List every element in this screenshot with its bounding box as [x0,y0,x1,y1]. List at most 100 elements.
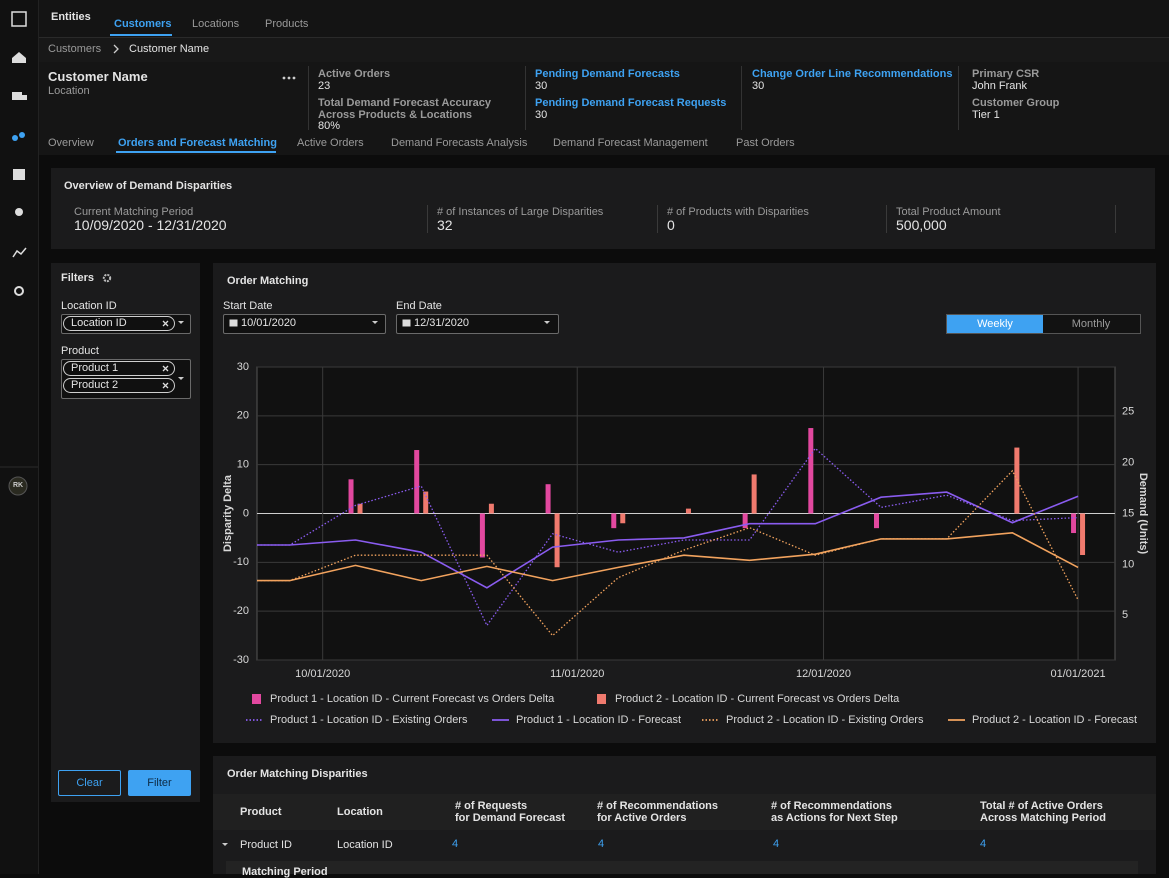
divider [741,66,742,130]
icon[interactable] [15,208,23,216]
page-tab[interactable]: Demand Forecasts Analysis [391,137,528,149]
bar [620,513,626,524]
header [39,62,1169,155]
page-tab[interactable]: Active Orders [297,137,364,149]
legend-label: Product 1 - Location ID - Forecast [516,714,681,726]
filters-panel [51,263,200,802]
divider [427,205,428,233]
toggle-option[interactable]: Weekly [947,315,1043,333]
avatar[interactable]: RK [12,482,24,489]
chip[interactable]: Location ID [63,316,175,331]
page-tab[interactable]: Past Orders [736,137,795,149]
y2-axis-label: Demand (Units) [1137,473,1149,555]
overview-label: Total Product Amount [896,206,1001,218]
customer-name: Customer Name [48,69,148,84]
filter-button[interactable]: Filter [128,770,191,796]
toggle-option[interactable]: Monthly [1071,318,1111,330]
order-matching-panel: 30 20 10 0 -10 -20 -30 25 20 15 10 5 10/01/2020 11/01… [213,263,1156,743]
stat-value: 30 [535,80,548,92]
column-header: # of Recommendations [771,800,893,812]
stat-value: Tier 1 [972,109,1000,121]
bar [685,508,691,514]
chevron [113,44,119,54]
y-tick-label: 20 [237,410,249,422]
caret [544,321,550,324]
icon[interactable] [12,247,27,258]
column-header: as Actions for Next Step [771,812,898,824]
nav-tab[interactable]: Locations [192,18,240,30]
line [257,531,1079,582]
stat-value: 30 [535,109,548,121]
cell-link[interactable]: 4 [452,838,459,850]
legend-label: Product 1 - Location ID - Current Foreca… [270,693,555,705]
column-header: Location [337,806,383,818]
field-label: Location ID [61,300,117,312]
more-icon[interactable] [282,75,296,81]
icon[interactable] [19,132,25,138]
overview-value: 0 [667,217,675,233]
icon[interactable] [12,92,22,100]
gear-icon[interactable] [102,273,112,283]
chip[interactable]: Product 2 [63,378,175,393]
icon[interactable] [11,11,27,27]
bar [1014,447,1020,514]
icon[interactable] [22,95,27,100]
clear-button[interactable]: Clear [58,770,121,796]
y-axis-label: Disparity Delta [222,474,234,552]
cell-link[interactable]: 4 [980,838,987,850]
stat-label: Total Demand Forecast Accuracy [318,97,492,109]
location-select[interactable] [61,314,191,334]
chip[interactable]: Product 1 [63,361,175,376]
legend-label: Product 2 - Location ID - Forecast [972,714,1137,726]
icon[interactable] [14,286,24,296]
stat-label: Customer Group [972,97,1060,109]
legend-label: Product 1 - Location ID - Existing Order… [270,714,468,726]
start-date-input[interactable] [223,314,386,334]
cell-link[interactable]: 4 [598,838,605,850]
stat-link[interactable]: Pending Demand Forecast Requests [535,97,727,109]
column-header: Total # of Active Orders [980,800,1103,812]
bar [874,513,879,529]
stat-link[interactable]: Change Order Line Recommendations [752,68,953,80]
cell: Location ID [337,839,393,851]
breadcrumb-bar [39,38,1169,62]
column-header: # of Requests [455,800,528,812]
breadcrumb[interactable]: Customers [48,43,102,55]
y2-tick-label: 20 [1122,457,1134,469]
page-tab[interactable]: Demand Forecast Management [553,137,708,149]
column-header: for Active Orders [597,812,687,824]
page-tab[interactable]: Orders and Forecast Matching [118,137,277,149]
icon[interactable] [13,169,25,180]
cell-link[interactable]: 4 [773,838,780,850]
end-date-input[interactable] [396,314,559,334]
caret [372,321,378,324]
icon[interactable] [12,135,18,141]
stat-link[interactable]: Pending Demand Forecasts [535,68,680,80]
bar [751,474,757,514]
customer-location: Location [48,85,90,97]
chip-label: Product 2 [71,379,119,391]
overview-value: 32 [437,217,453,233]
bar [1071,513,1077,534]
nav-tab[interactable]: Customers [114,18,172,30]
icon[interactable] [12,52,26,63]
expand-caret[interactable] [222,843,228,847]
stat-value: 30 [752,80,765,92]
top-nav [39,0,1169,38]
panel-title: Order Matching Disparities [227,768,368,780]
y-tick-label: 30 [237,361,249,373]
legend-swatch [597,694,606,704]
sidebar-icons [0,11,38,496]
nav-tab[interactable]: Products [265,18,309,30]
bar [479,513,485,558]
sidebar: RK [0,0,39,874]
stat-label: Active Orders [318,68,391,80]
panel-title: Filters [61,272,95,284]
active-underline [116,151,276,153]
column-header: # of Recommendations [597,800,719,812]
avatar-circle[interactable] [8,476,28,496]
subrow-title: Matching Period [242,866,328,878]
page-tab[interactable]: Overview [48,137,94,149]
active-underline [110,34,172,36]
overview-label: # of Instances of Large Disparities [437,206,604,218]
